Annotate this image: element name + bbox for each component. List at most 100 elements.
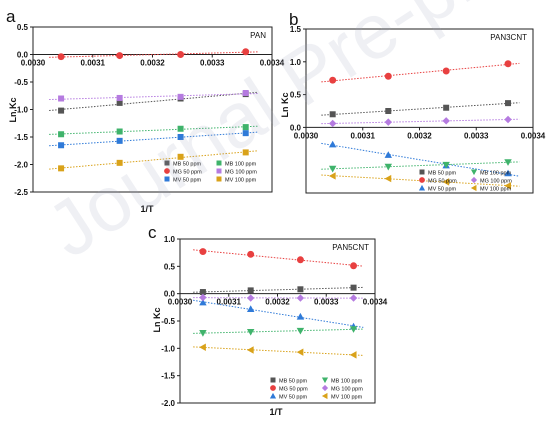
- data-point: [385, 108, 392, 114]
- legend-label: MG 50 ppm: [428, 179, 457, 185]
- data-point: [58, 131, 65, 138]
- data-point: [442, 117, 450, 125]
- y-tick-label: -0.5: [161, 317, 175, 326]
- legend-label: MG 100 ppm: [225, 170, 257, 176]
- legend-label: MV 50 ppm: [279, 395, 308, 401]
- y-tick-label: -1.0: [14, 106, 28, 115]
- legend-marker: [470, 169, 478, 176]
- data-point: [242, 124, 249, 131]
- y-axis-label: Ln Kc: [152, 307, 162, 332]
- data-point: [246, 346, 254, 354]
- data-point: [58, 142, 65, 149]
- legend-label: MB 100 ppm: [480, 171, 512, 177]
- y-tick-label: -1.5: [161, 372, 175, 381]
- x-tick-label: 0.0031: [217, 298, 242, 307]
- data-point: [242, 90, 249, 96]
- x-tick-label: 0.0034: [260, 59, 285, 68]
- fit-line: [49, 131, 258, 147]
- legend-label: MB 100 ppm: [225, 162, 257, 168]
- legend-marker: [419, 169, 425, 175]
- y-tick-label: -1.0: [161, 344, 175, 353]
- legend-label: MV 100 ppm: [331, 395, 363, 401]
- data-point: [199, 298, 207, 306]
- fit-line: [193, 297, 364, 299]
- data-point: [442, 178, 450, 186]
- x-tick-label: 0.0030: [21, 59, 46, 68]
- data-point: [177, 51, 185, 58]
- legend-label: MV 50 ppm: [428, 187, 457, 193]
- fit-line: [321, 102, 520, 116]
- data-point: [504, 60, 512, 68]
- data-point: [505, 100, 512, 107]
- legend-label: MB 50 ppm: [428, 171, 457, 177]
- y-axis-label: Ln Kc: [280, 92, 290, 117]
- legend-marker: [321, 377, 329, 384]
- panel-c: c Ln Kc 1/T PAN5CNT 1.0 0.5 0.0 -0.5 -1.0 -1.5…: [148, 223, 388, 417]
- fit-line: [193, 328, 364, 334]
- data-point: [384, 163, 393, 171]
- x-tick-label: 0.0031: [351, 131, 376, 140]
- x-tick-label: 0.0032: [140, 59, 165, 68]
- fit-line: [193, 249, 364, 267]
- data-point: [297, 286, 304, 293]
- y-tick-label: -1.5: [14, 133, 28, 142]
- y-tick-label: 1.0: [290, 58, 302, 67]
- legend-marker: [470, 184, 477, 192]
- data-point: [296, 256, 304, 264]
- legend-marker: [270, 377, 276, 383]
- y-tick-label: 1.5: [290, 25, 302, 34]
- plot-frame: [305, 28, 534, 194]
- y-tick-label: 0.0: [164, 290, 176, 299]
- data-point: [116, 94, 123, 101]
- legend-marker: [216, 160, 222, 166]
- data-point: [384, 72, 392, 80]
- legend-marker: [216, 168, 222, 174]
- x-tick-label: 0.0034: [521, 131, 546, 140]
- legend-label: MB 50 ppm: [279, 379, 308, 385]
- data-point: [349, 294, 358, 302]
- y-tick-label: -2.0: [161, 399, 175, 408]
- data-point: [242, 130, 249, 137]
- data-point: [504, 115, 512, 124]
- legend-label: MG 50 ppm: [173, 170, 202, 176]
- data-point: [116, 137, 123, 144]
- data-point: [116, 52, 124, 60]
- data-point: [384, 151, 393, 158]
- data-point: [199, 289, 206, 296]
- fit-line: [193, 286, 364, 293]
- legend-label: MB 100 ppm: [331, 379, 363, 385]
- legend-label: MB 50 ppm: [173, 162, 202, 168]
- data-point: [116, 99, 123, 106]
- legend-label: MV 100 ppm: [480, 187, 512, 193]
- x-axis-label: 1/T: [269, 407, 283, 417]
- data-point: [504, 169, 512, 177]
- legend-marker: [164, 168, 170, 174]
- data-point: [57, 53, 65, 61]
- data-point: [443, 104, 450, 111]
- data-point: [199, 330, 207, 337]
- data-point: [58, 165, 65, 172]
- data-point: [246, 328, 255, 336]
- data-point: [328, 119, 337, 128]
- data-point: [384, 174, 392, 183]
- x-tick-label: 0.0031: [81, 59, 106, 68]
- legend-marker: [321, 384, 329, 392]
- panel-label: c: [148, 223, 157, 242]
- legend-label: MV 50 ppm: [173, 178, 202, 184]
- data-point: [349, 351, 357, 359]
- data-point: [504, 159, 512, 166]
- panel-label: b: [289, 10, 298, 29]
- data-point: [296, 327, 305, 335]
- panel-b: b Ln Kc PAN3CNT 1.5 1.0 0.5 0.00.0030 0.0031 0…: [280, 10, 546, 194]
- y-tick-label: 0.0: [17, 51, 29, 60]
- fit-line: [321, 62, 520, 83]
- data-point: [247, 287, 254, 294]
- x-tick-label: 0.0033: [314, 298, 339, 307]
- data-point: [350, 284, 357, 291]
- data-point: [329, 111, 336, 118]
- y-axis-label: Ln Kc: [8, 97, 18, 122]
- legend-marker: [321, 392, 328, 400]
- data-point: [246, 305, 255, 312]
- y-tick-label: 1.0: [164, 235, 176, 244]
